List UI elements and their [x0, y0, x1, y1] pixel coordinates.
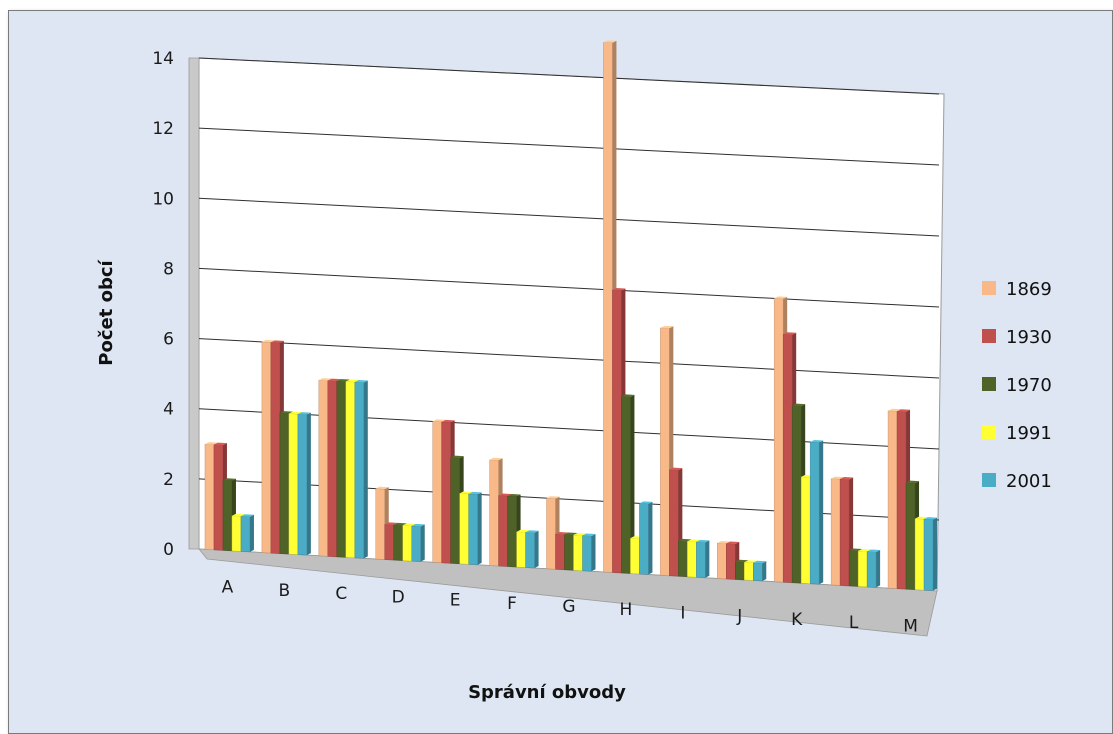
- bars: [204, 40, 938, 591]
- x-tick-label: A: [222, 578, 234, 598]
- y-tick-labels: 0 2 4 6 8 10 12 14: [152, 49, 174, 560]
- legend-label: 2001: [1006, 471, 1052, 492]
- legend-swatch: [982, 425, 996, 439]
- x-tick-label: I: [680, 603, 685, 623]
- legend-label: 1991: [1006, 423, 1052, 444]
- x-tick-label: H: [620, 600, 633, 620]
- y-tick-label: 8: [163, 259, 174, 279]
- chart-frame: 0 2 4 6 8 10 12 14 A B C D E F G H I J K L M Počet obcí Spr…: [8, 10, 1113, 734]
- gridline: [198, 338, 940, 379]
- x-tick-label: J: [736, 607, 742, 627]
- bar-L-2001: [866, 549, 881, 588]
- legend-swatch: [982, 329, 996, 343]
- x-tick-labels: A B C D E F G H I J K L M: [222, 578, 918, 637]
- bar-D-2001: [411, 523, 425, 562]
- legend-item-1930: 1930: [982, 327, 1052, 348]
- x-tick-label: D: [392, 587, 405, 607]
- chart-side-wall: [188, 57, 200, 550]
- bar-H-1970: [621, 394, 635, 574]
- x-tick-label: M: [903, 616, 918, 636]
- y-tick-label: 10: [152, 189, 174, 209]
- legend-item-1970: 1970: [982, 375, 1052, 396]
- legend: 1869 1930 1970 1991 2001: [982, 279, 1052, 492]
- chart-svg: 0 2 4 6 8 10 12 14 A B C D E F G H I J K L M Počet obcí Spr…: [96, 40, 1052, 703]
- bar-C-2001: [354, 380, 368, 559]
- x-tick-label: B: [279, 581, 291, 601]
- legend-swatch: [982, 281, 996, 295]
- legend-label: 1930: [1006, 327, 1052, 348]
- bar-B-2001: [297, 412, 311, 556]
- y-tick-label: 12: [152, 119, 174, 139]
- bar-F-2001: [525, 530, 539, 569]
- gridline: [198, 127, 940, 166]
- x-tick-label: G: [562, 597, 575, 617]
- legend-label: 1869: [1006, 279, 1052, 300]
- bar-H-2001: [639, 501, 653, 575]
- bar-G-2001: [582, 533, 596, 572]
- legend-item-2001: 2001: [982, 471, 1052, 492]
- bar-I-2001: [696, 539, 710, 578]
- y-tick-label: 14: [152, 49, 174, 69]
- x-tick-label: C: [335, 584, 347, 604]
- legend-label: 1970: [1006, 375, 1052, 396]
- bar-A-2001: [240, 514, 254, 553]
- gridline: [198, 197, 940, 237]
- y-tick-label: 2: [163, 470, 174, 490]
- bar-M-2001: [923, 517, 938, 591]
- legend-swatch: [982, 377, 996, 391]
- gridline: [198, 57, 940, 95]
- y-tick-label: 0: [163, 540, 174, 560]
- bar-J-2001: [753, 560, 767, 582]
- bar-E-2001: [468, 491, 482, 566]
- legend-swatch: [982, 473, 996, 487]
- y-tick-label: 6: [163, 330, 174, 350]
- x-tick-label: L: [849, 613, 859, 633]
- y-axis-title: Počet obcí: [96, 259, 117, 365]
- gridline: [198, 267, 940, 308]
- legend-item-1991: 1991: [982, 423, 1052, 444]
- legend-item-1869: 1869: [982, 279, 1052, 300]
- bar-K-2001: [809, 439, 824, 585]
- x-tick-label: F: [507, 594, 517, 614]
- y-tick-label: 4: [163, 400, 174, 420]
- x-tick-label: K: [791, 610, 803, 630]
- x-tick-label: E: [450, 591, 461, 611]
- x-axis-title: Správní obvody: [468, 682, 626, 703]
